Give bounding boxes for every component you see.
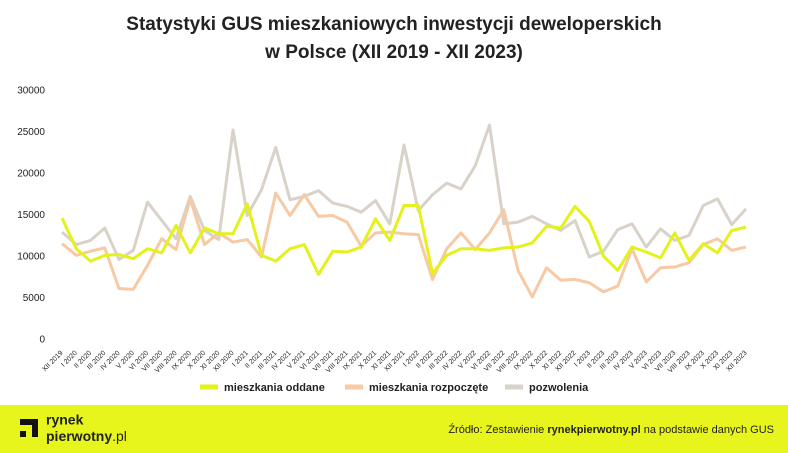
- logo-text: pierwotny.pl: [46, 428, 127, 444]
- y-tick-label: 10000: [17, 252, 45, 263]
- y-tick-label: 5000: [23, 293, 46, 304]
- source-text: na podstawie danych GUS: [641, 424, 774, 436]
- y-tick-label: 25000: [17, 127, 45, 138]
- source-text: Źródło: Zestawienie: [448, 423, 547, 436]
- source-text: rynekpierwotny.pl: [547, 424, 640, 436]
- series-line: [61, 123, 748, 261]
- legend-label: pozwolenia: [529, 382, 589, 394]
- logo-icon: [20, 419, 38, 437]
- source: Źródło: Zestawienie rynekpierwotny.pl na…: [448, 423, 774, 436]
- y-tick-label: 0: [39, 335, 45, 346]
- series-line: [60, 202, 747, 276]
- logo-suffix: .pl: [112, 428, 127, 444]
- logo-text: pierwotny: [46, 428, 112, 444]
- logo-text: rynek: [46, 412, 84, 428]
- chart-title: w Polsce (XII 2019 - XII 2023): [264, 42, 523, 63]
- y-tick-label: 20000: [17, 169, 45, 180]
- y-tick-label: 15000: [17, 210, 45, 221]
- legend-label: mieszkania rozpoczęte: [369, 382, 488, 394]
- footer-band: [0, 405, 788, 453]
- y-tick-label: 30000: [17, 86, 45, 97]
- legend-label: mieszkania oddane: [224, 382, 325, 394]
- chart-title: Statystyki GUS mieszkaniowych inwestycji…: [126, 14, 661, 35]
